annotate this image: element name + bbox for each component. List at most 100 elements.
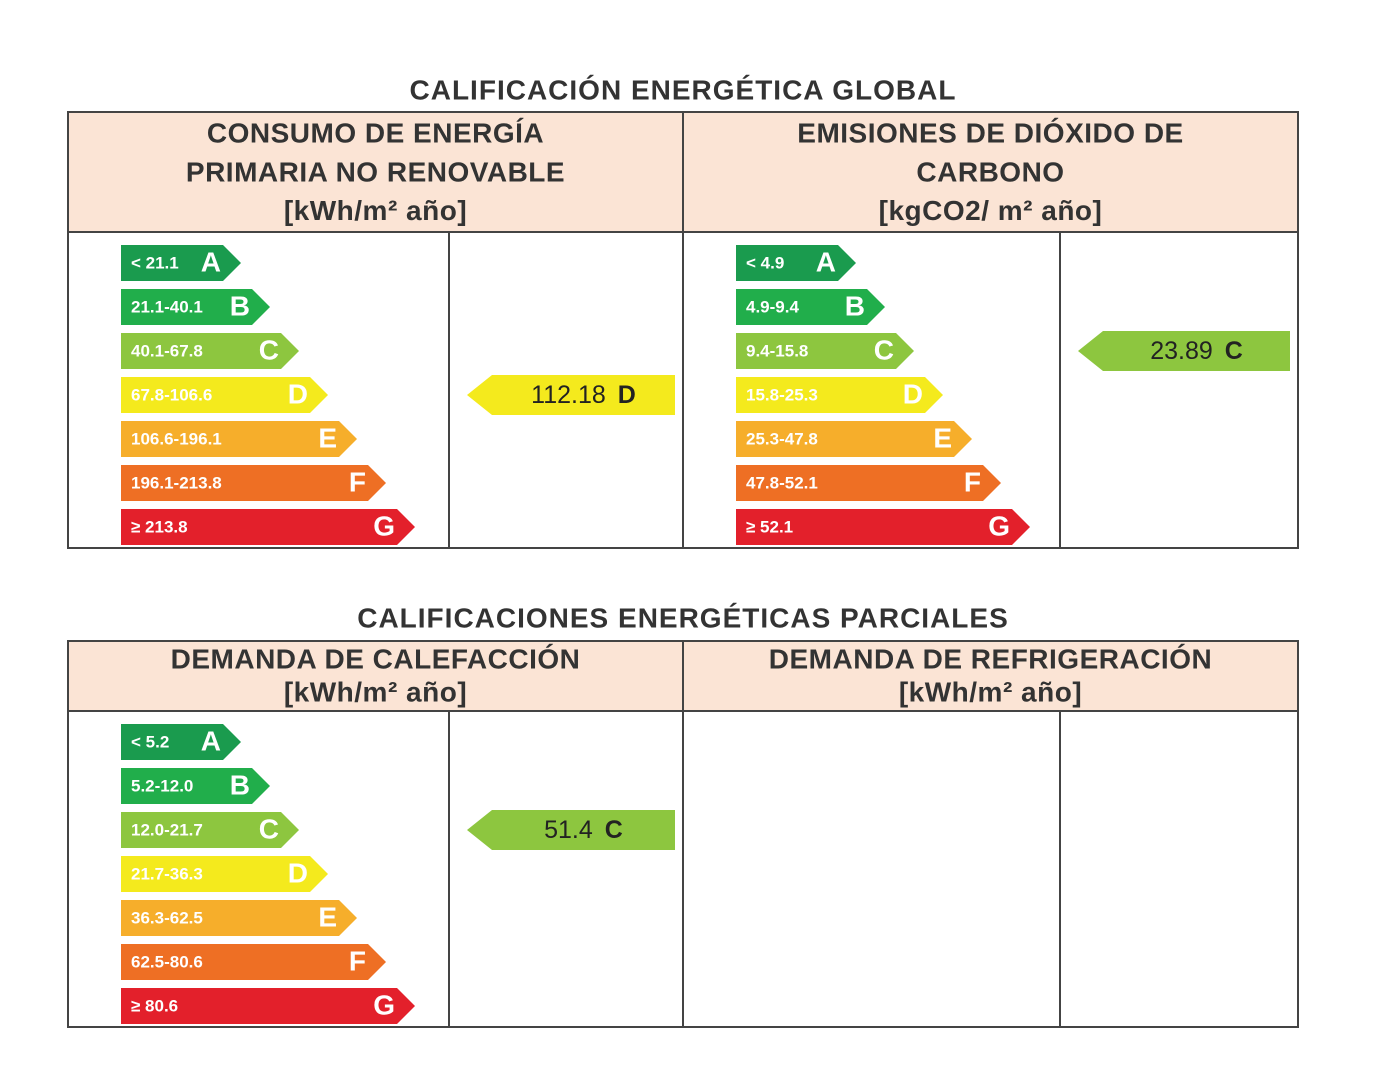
band-arrow bbox=[121, 465, 386, 501]
band-arrow bbox=[121, 509, 415, 545]
scale-band: 21.1-40.1 B bbox=[121, 289, 270, 325]
band-arrow bbox=[121, 724, 241, 760]
band-range: < 4.9 bbox=[746, 253, 784, 272]
panel-unit: [kWh/m² año] bbox=[284, 195, 467, 226]
scale-band: 40.1-67.8 C bbox=[121, 333, 299, 369]
band-arrow bbox=[736, 465, 1001, 501]
section-title: CALIFICACIÓN ENERGÉTICA GLOBAL bbox=[410, 74, 957, 105]
band-letter: A bbox=[201, 725, 221, 756]
panel-heading: EMISIONES DE DIÓXIDO DE bbox=[797, 118, 1183, 149]
band-range: 62.5-80.6 bbox=[131, 952, 203, 971]
band-letter: D bbox=[288, 857, 308, 888]
band-letter: E bbox=[318, 901, 337, 932]
panel-heading: CONSUMO DE ENERGÍA bbox=[207, 118, 544, 149]
scale-band: 106.6-196.1 E bbox=[121, 421, 357, 457]
band-letter: C bbox=[259, 334, 279, 365]
scale-band: 21.7-36.3 D bbox=[121, 856, 328, 892]
rating-value: 51.4 bbox=[544, 816, 593, 844]
band-arrow bbox=[121, 900, 357, 936]
rating-label: 51.4 C bbox=[544, 816, 623, 844]
band-arrow bbox=[736, 245, 856, 281]
band-arrow bbox=[121, 812, 299, 848]
rating-label: 112.18 D bbox=[531, 381, 636, 409]
scale-band: < 4.9 A bbox=[736, 245, 856, 281]
scale-band: 196.1-213.8 F bbox=[121, 465, 386, 501]
rating-value: 112.18 bbox=[531, 381, 606, 409]
band-range: 25.3-47.8 bbox=[746, 429, 818, 448]
band-letter: F bbox=[349, 466, 366, 497]
band-letter: E bbox=[318, 422, 337, 453]
band-arrow bbox=[121, 289, 270, 325]
band-arrow bbox=[736, 421, 972, 457]
panel-heading: PRIMARIA NO RENOVABLE bbox=[186, 156, 565, 187]
band-arrow bbox=[121, 856, 328, 892]
band-letter: B bbox=[230, 290, 250, 321]
panel-unit: [kgCO2/ m² año] bbox=[879, 195, 1103, 226]
band-range: 21.7-36.3 bbox=[131, 864, 203, 883]
scale-band: 9.4-15.8 C bbox=[736, 333, 914, 369]
band-range: 4.9-9.4 bbox=[746, 297, 799, 316]
band-letter: F bbox=[964, 466, 981, 497]
rating-value: 23.89 bbox=[1150, 337, 1213, 365]
scale-band: ≥ 52.1 G bbox=[736, 509, 1030, 545]
scale-band: < 21.1 A bbox=[121, 245, 241, 281]
band-letter: B bbox=[845, 290, 865, 321]
rating-letter: D bbox=[618, 381, 636, 409]
scale-band: ≥ 80.6 G bbox=[121, 988, 415, 1024]
scale-band: 25.3-47.8 E bbox=[736, 421, 972, 457]
band-arrow bbox=[736, 289, 885, 325]
band-range: ≥ 52.1 bbox=[746, 517, 793, 536]
band-letter: G bbox=[373, 989, 395, 1020]
panel-unit: [kWh/m² año] bbox=[284, 677, 467, 708]
scale-band: 12.0-21.7 C bbox=[121, 812, 299, 848]
scale-band: 5.2-12.0 B bbox=[121, 768, 270, 804]
band-range: 40.1-67.8 bbox=[131, 341, 203, 360]
panel-heading: DEMANDA DE REFRIGERACIÓN bbox=[769, 643, 1212, 674]
panel-heading: CARBONO bbox=[916, 156, 1064, 187]
rating-arrow bbox=[467, 810, 675, 850]
band-letter: D bbox=[288, 378, 308, 409]
band-range: 12.0-21.7 bbox=[131, 820, 203, 839]
scale-band: 47.8-52.1 F bbox=[736, 465, 1001, 501]
rating-arrow bbox=[1078, 331, 1290, 371]
band-arrow bbox=[121, 245, 241, 281]
band-arrow bbox=[121, 988, 415, 1024]
band-range: < 21.1 bbox=[131, 253, 179, 272]
band-arrow bbox=[121, 333, 299, 369]
scale-band: < 5.2 A bbox=[121, 724, 241, 760]
band-letter: A bbox=[816, 246, 836, 277]
scale-band: 62.5-80.6 F bbox=[121, 944, 386, 980]
band-arrow bbox=[121, 768, 270, 804]
band-letter: D bbox=[903, 378, 923, 409]
band-arrow bbox=[736, 509, 1030, 545]
section-title: CALIFICACIONES ENERGÉTICAS PARCIALES bbox=[357, 602, 1009, 633]
band-arrow bbox=[736, 377, 943, 413]
band-letter: G bbox=[988, 510, 1010, 541]
scale-band: ≥ 213.8 G bbox=[121, 509, 415, 545]
band-letter: C bbox=[874, 334, 894, 365]
rating-letter: C bbox=[605, 816, 623, 844]
band-range: ≥ 213.8 bbox=[131, 517, 188, 536]
rating-letter: C bbox=[1225, 337, 1243, 365]
band-letter: E bbox=[933, 422, 952, 453]
band-range: ≥ 80.6 bbox=[131, 996, 178, 1015]
band-range: 106.6-196.1 bbox=[131, 429, 222, 448]
band-arrow bbox=[121, 377, 328, 413]
band-range: 36.3-62.5 bbox=[131, 908, 203, 927]
scale-band: 36.3-62.5 E bbox=[121, 900, 357, 936]
panel-unit: [kWh/m² año] bbox=[899, 677, 1082, 708]
band-range: < 5.2 bbox=[131, 732, 169, 751]
rating-arrow bbox=[467, 375, 675, 415]
scale-band: 67.8-106.6 D bbox=[121, 377, 328, 413]
band-letter: F bbox=[349, 945, 366, 976]
band-range: 67.8-106.6 bbox=[131, 385, 212, 404]
band-arrow bbox=[121, 944, 386, 980]
band-range: 21.1-40.1 bbox=[131, 297, 203, 316]
scale-band: 4.9-9.4 B bbox=[736, 289, 885, 325]
band-range: 15.8-25.3 bbox=[746, 385, 818, 404]
band-arrow bbox=[736, 333, 914, 369]
rating-label: 23.89 C bbox=[1150, 337, 1243, 365]
band-letter: C bbox=[259, 813, 279, 844]
band-range: 196.1-213.8 bbox=[131, 473, 222, 492]
